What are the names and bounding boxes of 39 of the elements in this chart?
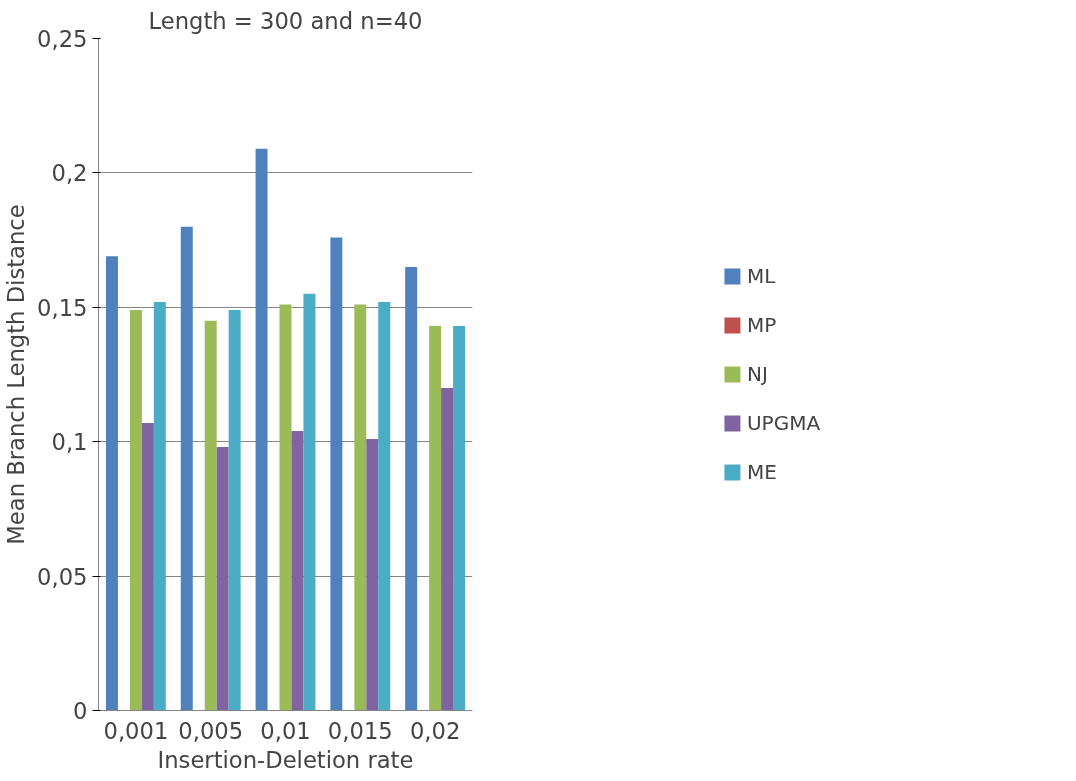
y-axis-title: Mean Branch Length Distance: [3, 204, 30, 545]
legend-label: UPGMA: [746, 411, 821, 435]
bar: [180, 226, 193, 711]
chart-title: Length = 300 and n=40: [148, 7, 423, 34]
y-tick-label: 0,15: [37, 294, 88, 321]
legend-label: MP: [746, 313, 777, 337]
x-tick-label: 0,02: [409, 717, 461, 744]
x-tick-label: 0,005: [178, 717, 244, 744]
x-axis-title: Insertion-Deletion rate: [157, 746, 414, 773]
legend-label: NJ: [746, 362, 768, 386]
y-tick-label: 0,25: [37, 26, 88, 52]
bar: [291, 430, 304, 711]
bar: [354, 304, 367, 711]
y-tick-label: 0: [73, 698, 88, 724]
bar: [303, 293, 316, 711]
bar: [141, 422, 154, 711]
bar: [453, 326, 466, 711]
y-tick-label: 0,2: [51, 160, 88, 187]
bar: [429, 326, 442, 711]
legend-label: ME: [746, 460, 777, 484]
bar: [105, 256, 118, 711]
bar: [228, 309, 241, 711]
bar: [405, 266, 418, 711]
bar: [204, 320, 217, 711]
x-tick-label: 0,001: [103, 717, 169, 744]
bar: [441, 387, 454, 711]
y-tick-label: 0,05: [37, 563, 88, 590]
bar: [153, 301, 166, 711]
x-tick-label: 0,01: [260, 717, 311, 744]
bar: [279, 304, 292, 711]
bar: [366, 439, 379, 711]
bar: [378, 301, 391, 711]
bar: [330, 237, 343, 711]
legend-label: ML: [746, 264, 776, 288]
bar: [216, 447, 229, 711]
bar: [255, 148, 268, 711]
y-tick-label: 0,1: [51, 429, 88, 456]
x-tick-label: 0,015: [327, 717, 393, 744]
bar: [129, 309, 142, 711]
